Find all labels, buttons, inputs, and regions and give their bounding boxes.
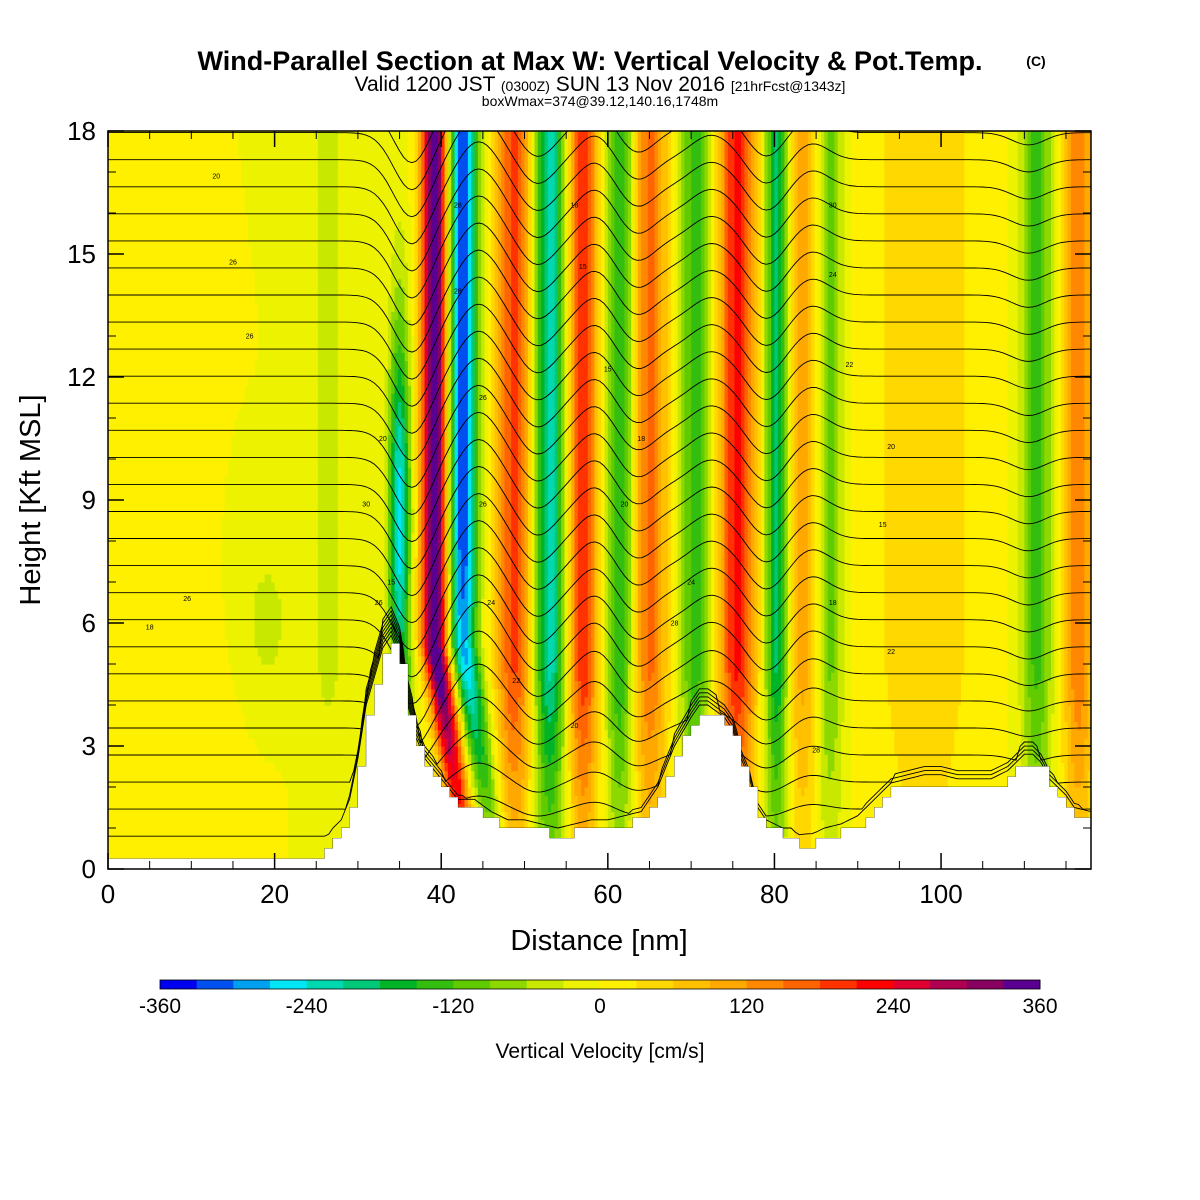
- valid-part-a: Valid 1200 JST: [355, 73, 501, 96]
- chart-title: Wind-Parallel Section at Max W: Vertical…: [198, 46, 983, 76]
- box-max-line: boxWmax=374@39.12,140.16,1748m: [482, 93, 718, 109]
- velocity-field: [108, 123, 1092, 870]
- valid-part-d: [21hrFcst@1343z]: [731, 78, 846, 94]
- copyright-mark: (C): [1026, 53, 1045, 69]
- valid-part-b: (0300Z): [501, 78, 550, 94]
- figure: Wind-Parallel Section at Max W: Vertical…: [0, 0, 1200, 1200]
